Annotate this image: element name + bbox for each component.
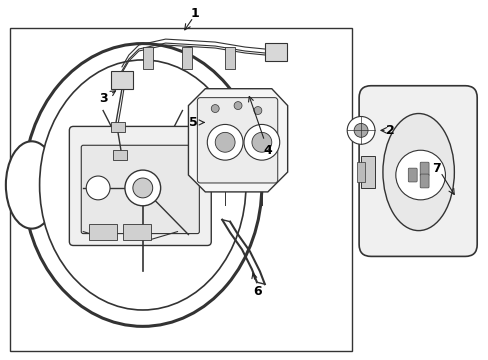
Bar xyxy=(10,28,351,351)
Circle shape xyxy=(346,117,374,144)
Circle shape xyxy=(244,125,279,160)
Circle shape xyxy=(395,150,445,200)
FancyBboxPatch shape xyxy=(407,168,416,182)
Ellipse shape xyxy=(382,113,453,231)
FancyBboxPatch shape xyxy=(81,145,199,234)
FancyBboxPatch shape xyxy=(419,162,428,176)
Text: 1: 1 xyxy=(191,7,200,20)
Bar xyxy=(356,162,365,182)
Circle shape xyxy=(207,125,243,160)
Text: 6: 6 xyxy=(251,273,262,298)
Bar xyxy=(142,47,152,69)
Text: 2: 2 xyxy=(386,124,394,137)
Bar xyxy=(122,224,150,239)
Ellipse shape xyxy=(6,141,57,229)
Bar xyxy=(113,150,127,160)
Bar xyxy=(224,47,235,69)
Circle shape xyxy=(234,102,242,109)
Circle shape xyxy=(133,178,152,198)
Circle shape xyxy=(253,107,262,114)
Text: 7: 7 xyxy=(431,162,440,175)
FancyBboxPatch shape xyxy=(419,174,428,188)
Text: 5: 5 xyxy=(189,116,203,129)
Circle shape xyxy=(124,170,161,206)
Bar xyxy=(111,71,133,89)
Circle shape xyxy=(251,132,271,152)
FancyBboxPatch shape xyxy=(358,86,476,256)
FancyBboxPatch shape xyxy=(69,126,211,246)
Circle shape xyxy=(86,176,110,200)
Bar xyxy=(360,156,374,188)
Text: 3: 3 xyxy=(99,91,115,105)
Ellipse shape xyxy=(40,60,245,310)
Polygon shape xyxy=(188,89,287,192)
FancyBboxPatch shape xyxy=(197,98,277,183)
Bar xyxy=(264,43,286,61)
Circle shape xyxy=(215,132,235,152)
Bar xyxy=(111,122,124,132)
Bar xyxy=(89,224,117,239)
Bar xyxy=(182,47,192,69)
Circle shape xyxy=(353,123,367,137)
Text: 4: 4 xyxy=(248,96,272,157)
Ellipse shape xyxy=(24,44,262,327)
Circle shape xyxy=(211,105,219,113)
